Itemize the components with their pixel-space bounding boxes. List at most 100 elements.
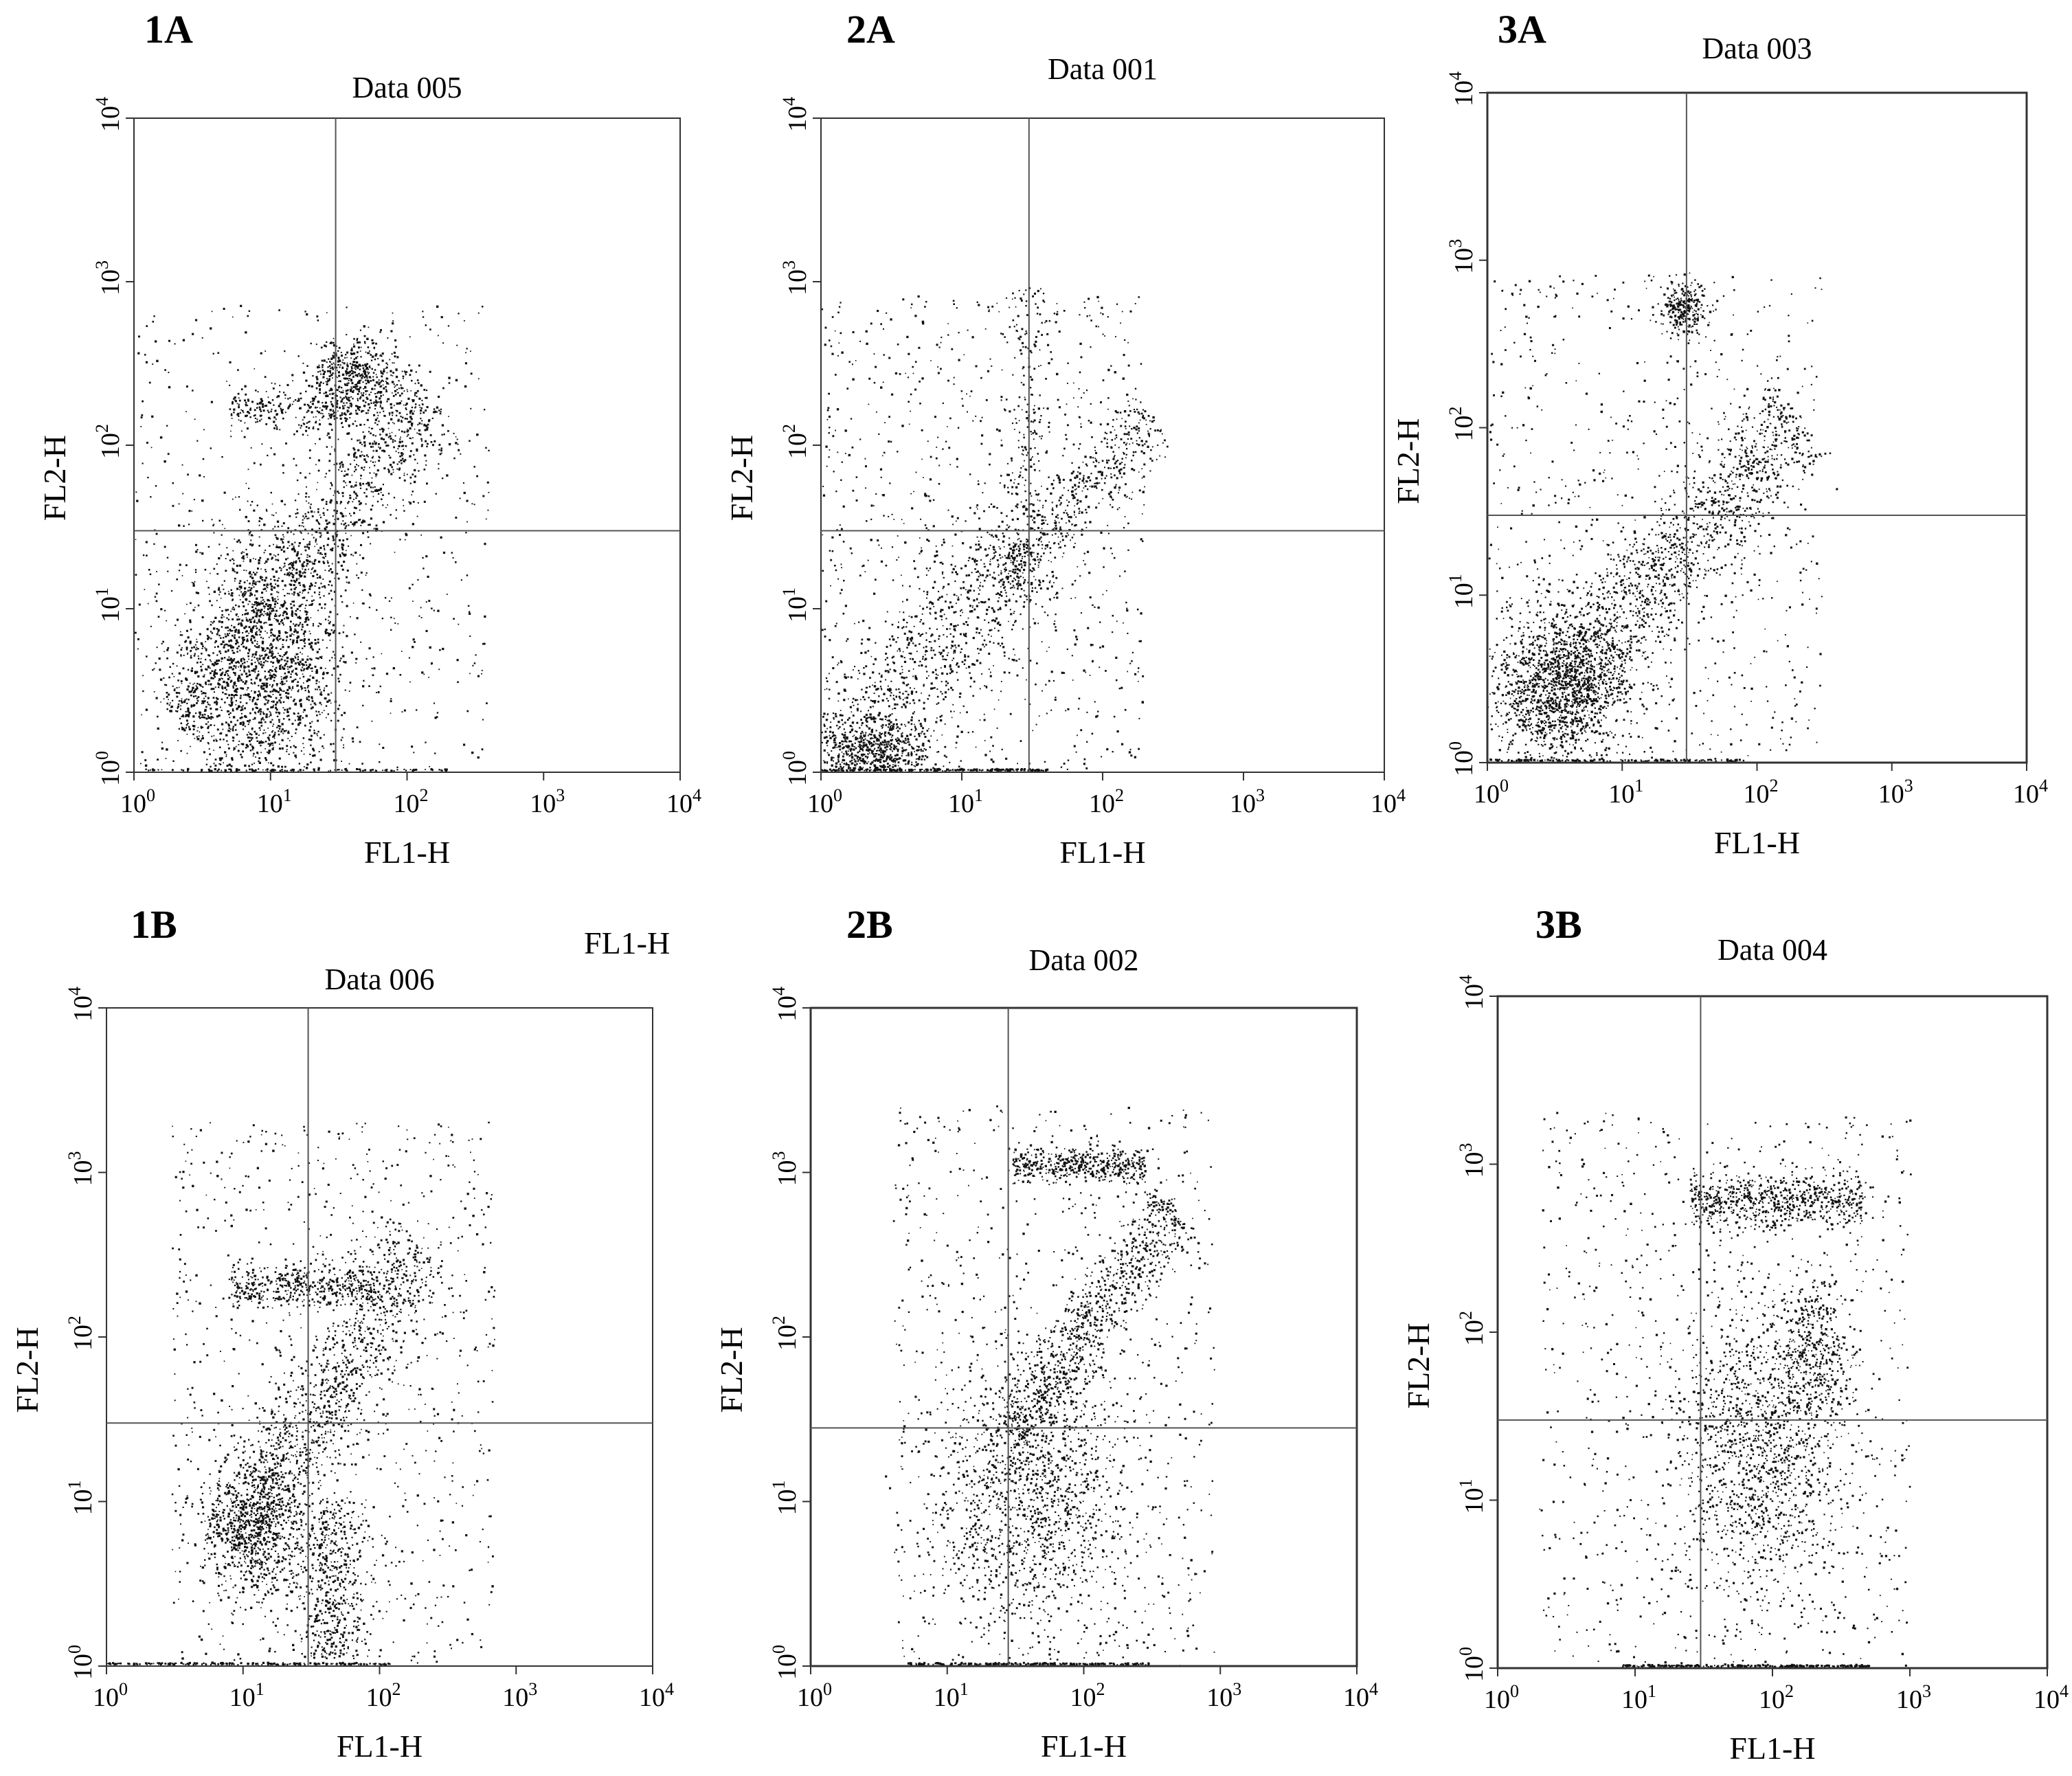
event-point — [213, 567, 216, 570]
event-point — [411, 379, 413, 382]
event-point — [836, 765, 837, 767]
event-point — [313, 560, 316, 563]
event-point — [910, 763, 913, 766]
event-point — [283, 718, 285, 720]
event-point — [357, 365, 359, 368]
event-point — [297, 689, 300, 691]
event-point — [912, 642, 914, 644]
event-point — [216, 697, 219, 700]
event-point — [240, 622, 243, 625]
event-point — [212, 627, 216, 630]
event-point — [317, 428, 319, 431]
event-point — [390, 438, 392, 440]
event-point — [481, 673, 482, 675]
event-point — [403, 404, 405, 406]
event-point — [227, 724, 230, 727]
event-point — [285, 692, 288, 695]
event-point — [413, 752, 415, 754]
event-point — [343, 728, 345, 730]
event-point — [234, 577, 236, 580]
event-point — [340, 657, 342, 660]
event-point — [392, 667, 395, 670]
event-point — [346, 432, 349, 435]
event-point — [829, 726, 832, 728]
event-point — [238, 419, 240, 421]
event-point — [248, 412, 251, 414]
event-point — [344, 589, 347, 592]
event-point — [317, 521, 319, 523]
event-point — [270, 447, 272, 449]
event-point — [322, 554, 323, 555]
event-point — [256, 609, 258, 611]
event-point — [238, 403, 240, 405]
event-point — [185, 649, 188, 651]
event-point — [258, 581, 260, 583]
event-point — [330, 702, 332, 704]
event-point — [223, 616, 225, 618]
event-point — [211, 604, 213, 607]
event-point — [287, 668, 289, 670]
event-point — [848, 717, 851, 719]
event-point — [291, 564, 293, 567]
event-point — [201, 616, 204, 618]
event-point — [939, 561, 941, 564]
event-point — [303, 747, 305, 749]
event-point — [212, 352, 214, 355]
event-point — [337, 719, 339, 722]
event-point — [355, 386, 357, 388]
event-point — [374, 358, 376, 361]
event-point — [416, 396, 418, 397]
event-point — [216, 633, 218, 636]
event-point — [821, 741, 823, 743]
event-point — [359, 423, 362, 426]
event-point — [278, 660, 280, 662]
event-point — [248, 534, 250, 536]
event-point — [412, 491, 414, 493]
event-point — [210, 621, 212, 622]
event-point — [294, 399, 297, 401]
event-point — [265, 576, 268, 579]
event-point — [308, 699, 310, 701]
event-point — [278, 691, 280, 693]
event-point — [249, 768, 251, 771]
event-point — [385, 434, 388, 436]
event-point — [276, 537, 279, 540]
event-point — [237, 629, 240, 632]
event-point — [362, 399, 365, 402]
event-point — [332, 631, 335, 634]
event-point — [353, 344, 354, 345]
event-point — [233, 563, 235, 565]
event-point — [172, 685, 174, 687]
event-point — [289, 405, 291, 407]
event-point — [379, 406, 381, 408]
event-point — [842, 755, 844, 758]
event-point — [297, 712, 300, 715]
event-point — [227, 658, 229, 661]
event-point — [451, 552, 453, 554]
event-point — [382, 372, 384, 375]
event-point — [998, 563, 999, 565]
event-point — [251, 664, 253, 666]
event-point — [234, 672, 236, 675]
event-point — [238, 675, 240, 677]
event-point — [1012, 568, 1015, 571]
event-point — [204, 713, 206, 716]
event-point — [161, 642, 163, 644]
event-point — [284, 664, 286, 667]
event-point — [339, 417, 342, 420]
event-point — [322, 586, 324, 588]
event-point — [360, 379, 362, 381]
event-point — [238, 705, 240, 708]
event-point — [300, 669, 303, 672]
event-point — [973, 599, 976, 602]
event-point — [189, 642, 192, 644]
event-point — [185, 629, 188, 632]
event-point — [342, 407, 345, 409]
event-point — [210, 631, 212, 633]
event-point — [300, 397, 302, 400]
event-point — [295, 673, 297, 675]
event-point — [287, 671, 290, 673]
event-point — [185, 714, 188, 717]
event-point — [353, 523, 356, 526]
event-point — [340, 564, 343, 567]
